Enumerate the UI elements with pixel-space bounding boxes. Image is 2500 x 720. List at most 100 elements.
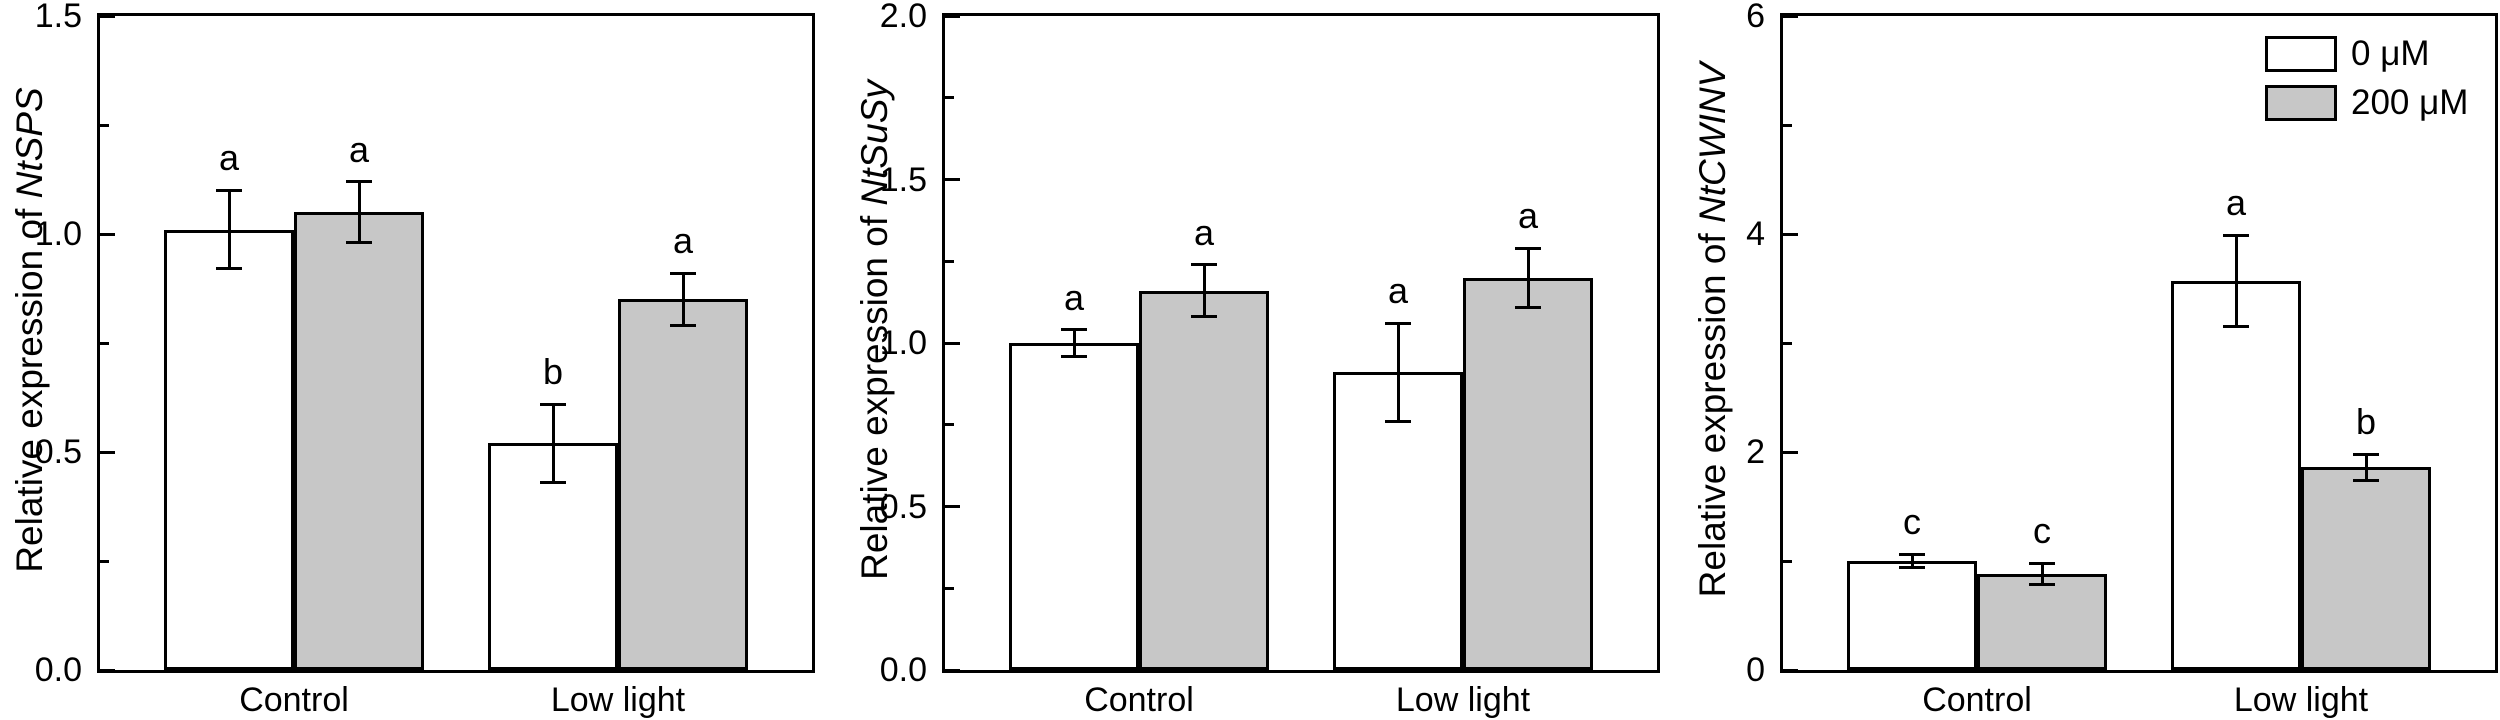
category-label: Low light xyxy=(550,681,686,719)
y-tick-minor xyxy=(100,559,109,563)
plot-area: Relative expression of NtCWINV 0 2 4 6 c c Cont… xyxy=(1692,0,2498,719)
y-axis-title-text: Relative expression of xyxy=(1692,222,1733,598)
bar-0um-control xyxy=(164,229,294,670)
sig-letter: c xyxy=(2033,510,2051,552)
y-tick-minor xyxy=(100,123,109,127)
bar-200um-low-light xyxy=(1463,277,1593,670)
error-bar-cap-top xyxy=(2223,233,2249,237)
y-tick-minor xyxy=(100,341,109,345)
bar-0um-control xyxy=(1009,343,1139,670)
error-bar-cap-top xyxy=(1191,263,1217,267)
legend-label: 0 μM xyxy=(2351,34,2430,73)
error-bar-cap-top xyxy=(1899,552,1925,556)
legend: 0 μM 200 μM xyxy=(2265,34,2468,132)
error-bar-cap-top xyxy=(346,180,372,184)
error-bar-cap-bottom xyxy=(2353,478,2379,482)
y-tick-label: 0 xyxy=(1746,651,1765,689)
error-bar-cap-bottom xyxy=(216,267,242,271)
y-tick-label: 1.0 xyxy=(34,215,82,253)
error-bar-line xyxy=(227,190,231,269)
error-bar-line xyxy=(1396,323,1400,422)
y-tick-minor xyxy=(945,259,954,263)
y-tick-major xyxy=(1783,232,1798,236)
legend-row: 200 μM xyxy=(2265,83,2468,123)
y-axis-title: Relative expression of NtSPS xyxy=(9,87,50,573)
y-tick-label: 1.0 xyxy=(879,324,927,362)
gene-name-italic: NtCWINV xyxy=(1692,62,1733,223)
error-bar-line xyxy=(2234,235,2238,327)
error-bar-line xyxy=(1202,264,1206,317)
y-tick-label: 0.5 xyxy=(879,487,927,526)
error-bar-cap-top xyxy=(670,271,696,275)
error-bar-line xyxy=(2364,454,2368,481)
error-bar-line xyxy=(1072,329,1076,357)
error-bar-cap-bottom xyxy=(2029,583,2055,587)
y-axis-title-text: Relative expression of xyxy=(9,198,50,573)
plot-area: Relative expression of NtSuSy 0.0 0.5 1.0 1.… xyxy=(854,0,1660,719)
y-tick-major xyxy=(100,14,115,18)
category-label: Control xyxy=(1922,681,2032,719)
y-tick-major xyxy=(100,450,115,454)
y-tick-major xyxy=(945,178,960,181)
error-bar-line xyxy=(357,181,361,243)
y-tick-major xyxy=(1783,450,1798,454)
y-tick-label: 6 xyxy=(1746,0,1765,35)
error-bar-cap-bottom xyxy=(1899,566,1925,570)
sig-letter: b xyxy=(542,351,564,393)
y-tick-major xyxy=(1783,14,1798,18)
bar-200um-control xyxy=(294,212,424,670)
error-bar-cap-top xyxy=(1515,246,1541,250)
bar-0um-low-light xyxy=(2171,280,2301,670)
error-bar-cap-bottom xyxy=(1385,419,1411,423)
error-bar-cap-top xyxy=(2029,561,2055,565)
y-tick-label: 0.5 xyxy=(34,433,82,471)
y-tick-major xyxy=(945,341,960,345)
legend-swatch-0um xyxy=(2265,36,2337,72)
y-tick-minor xyxy=(945,586,954,590)
sig-letter: a xyxy=(1387,270,1409,312)
error-bar-cap-top xyxy=(1061,328,1087,332)
error-bar-cap-bottom xyxy=(1191,315,1217,319)
sig-letter: a xyxy=(218,137,240,179)
gene-name-italic: NtSPS xyxy=(9,87,50,199)
error-bar-cap-top xyxy=(1385,321,1411,325)
y-tick-minor xyxy=(945,96,954,100)
error-bar-cap-bottom xyxy=(1061,354,1087,358)
y-axis-title: Relative expression of NtCWINV xyxy=(1692,62,1733,598)
error-bar-line xyxy=(681,273,685,326)
y-tick-minor xyxy=(1783,559,1792,563)
y-tick-minor xyxy=(1783,341,1792,345)
sig-letter: c xyxy=(1903,501,1921,543)
error-bar-line xyxy=(1910,554,1914,568)
y-tick-label: 1.5 xyxy=(879,160,927,199)
error-bar-cap-bottom xyxy=(346,241,372,245)
category-label: Control xyxy=(1084,681,1194,719)
bar-200um-low-light xyxy=(2301,467,2431,670)
error-bar-cap-bottom xyxy=(1515,305,1541,309)
y-tick-major xyxy=(945,505,960,508)
error-bar-line xyxy=(551,404,555,483)
error-bar-line xyxy=(1526,248,1530,308)
y-tick-label: 2.0 xyxy=(879,0,927,35)
y-tick-label: 2 xyxy=(1746,433,1765,471)
y-tick-label: 0.0 xyxy=(34,651,82,689)
sig-letter: a xyxy=(1063,276,1085,318)
sig-letter: a xyxy=(1193,211,1215,253)
bar-0um-control xyxy=(1847,561,1977,670)
error-bar-cap-top xyxy=(2353,452,2379,456)
legend-label: 200 μM xyxy=(2351,83,2469,122)
sig-letter: b xyxy=(2355,401,2377,443)
legend-row: 0 μM xyxy=(2265,34,2468,74)
y-tick-minor xyxy=(1783,123,1792,127)
y-tick-minor xyxy=(945,423,954,427)
category-label: Low light xyxy=(2233,681,2369,719)
bar-200um-control xyxy=(1977,574,2107,670)
y-tick-label: 4 xyxy=(1746,215,1765,253)
sig-letter: a xyxy=(2225,182,2247,224)
sig-letter: a xyxy=(1517,195,1539,237)
error-bar-cap-top xyxy=(540,402,566,406)
y-tick-major xyxy=(1783,668,1798,672)
category-label: Low light xyxy=(1395,681,1531,719)
y-tick-major xyxy=(100,232,115,236)
